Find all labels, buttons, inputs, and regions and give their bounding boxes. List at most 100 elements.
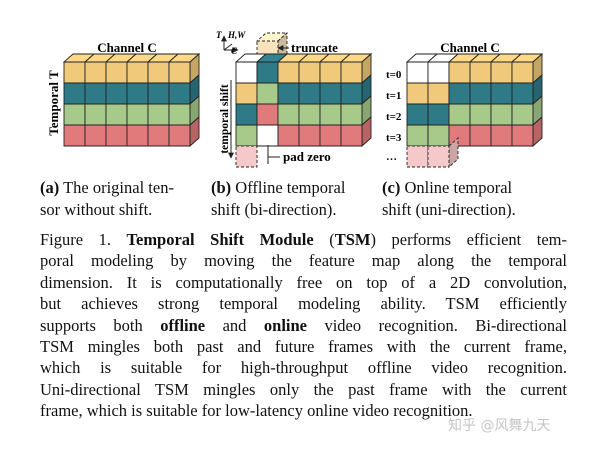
subcaption-c-tag: (c)	[382, 178, 401, 197]
caption-line-6: TSM mingles both past and future frames …	[40, 337, 567, 357]
b-cell-r2-c1-front	[256, 103, 279, 126]
c-cell-r1-c2-front	[448, 82, 471, 105]
panel-b-truncate-label: truncate	[291, 40, 338, 55]
panel-a-channel-label: Channel C	[97, 40, 157, 55]
b-cell-r2-c2-front	[277, 103, 300, 126]
subcaption-a-tag: (a)	[40, 178, 60, 197]
a-cell-r0-c3-front	[126, 61, 149, 84]
a-cell-r2-c2-front	[105, 103, 128, 126]
tsm-figure: Channel C Temporal T T H,W C truncate te…	[46, 30, 544, 169]
b-cell-r1-c5-front	[340, 82, 363, 105]
panel-c-online-shift	[405, 52, 544, 169]
a-cell-r3-c3-front	[126, 124, 149, 147]
caption-paren-open: (	[313, 230, 335, 249]
b-cell-r3-c4-front	[319, 124, 342, 147]
b-cell-r2-c3-front	[298, 103, 321, 126]
time-label-t1: t=1	[386, 90, 401, 102]
b-cell-r2-c4-front	[319, 103, 342, 126]
c-cell-r1-c5-front	[511, 82, 534, 105]
c-cell-r0-c3-front	[469, 61, 492, 84]
c-cell-r3-c5-front	[511, 124, 534, 147]
c-cell-r2-c0-front	[406, 103, 429, 126]
b-cell-r3-c3-front	[298, 124, 321, 147]
subcaption-b-line2: shift (bi-direction).	[211, 200, 337, 219]
a-cell-r2-c0-front	[63, 103, 86, 126]
a-cell-r3-c2-front	[105, 124, 128, 147]
c-cell-r3-c4-front	[490, 124, 513, 147]
time-label-t2: t=2	[386, 111, 402, 123]
panel-b-temporal-shift-label: temporal shift	[219, 84, 231, 153]
subcaption-b: (b) Offline temporal shift (bi-direction…	[211, 177, 379, 221]
panel-c-channel-label: Channel C	[440, 40, 500, 55]
c-cell-r2-c4-front	[490, 103, 513, 126]
c-pad-cell-0-front	[406, 145, 429, 168]
b-cell-r1-c3-front	[298, 82, 321, 105]
b-cell-r2-c0-front	[235, 103, 258, 126]
a-cell-r2-c5-front	[168, 103, 191, 126]
caption-line-1-rest: ) performs efficient tem-	[370, 230, 567, 249]
panel-b-axes-icon	[221, 35, 239, 53]
b-cell-r1-c4-front	[319, 82, 342, 105]
subcaption-a: (a) The original ten- sor without shift.	[40, 177, 208, 221]
a-cell-r1-c1-front	[84, 82, 107, 105]
b-cell-r3-c0-front	[235, 124, 258, 147]
a-cell-r3-c4-front	[147, 124, 170, 147]
c-cell-r2-c3-front	[469, 103, 492, 126]
b-cell-r1-c2-front	[277, 82, 300, 105]
caption-figure-number: Figure 1.	[40, 230, 127, 249]
a-cell-r0-c1-front	[84, 61, 107, 84]
caption-line-2: poral modeling by moving the feature map…	[40, 251, 567, 271]
c-cell-r3-c1-front	[427, 124, 450, 147]
b-cell-r0-c2-front	[277, 61, 300, 84]
a-cell-r1-c2-front	[105, 82, 128, 105]
a-cell-r2-c1-front	[84, 103, 107, 126]
c-cell-r0-c1-front	[427, 61, 450, 84]
caption-line-8: Uni-directional TSM mingles only the pas…	[40, 379, 567, 399]
panel-b-pad-zero-label: pad zero	[283, 149, 331, 164]
b-cell-r3-c1-front	[256, 124, 279, 147]
c-cell-r1-c3-front	[469, 82, 492, 105]
a-cell-r2-c3-front	[126, 103, 149, 126]
panel-a-temporal-label: Temporal T	[46, 70, 61, 136]
b-cell-r1-c1-front	[256, 82, 279, 105]
caption-line-9: frame, which is suitable for low-latency…	[40, 401, 473, 421]
caption-tsm-abbrev: TSM	[334, 230, 371, 249]
a-cell-r0-c0-front	[63, 61, 86, 84]
caption-tsm-name: Temporal Shift Module	[126, 230, 314, 249]
caption-offline-word: offline	[160, 315, 206, 335]
c-cell-r1-c1-front	[427, 82, 450, 105]
caption-online-word: online	[263, 315, 307, 335]
caption-line-5: supports both offline and online video r…	[40, 315, 567, 336]
c-cell-r0-c4-front	[490, 61, 513, 84]
b-cell-r0-c5-front	[340, 61, 363, 84]
zhihu-watermark: 知乎 @风舞九天	[448, 418, 551, 434]
a-cell-r1-c5-front	[168, 82, 191, 105]
a-cell-r1-c4-front	[147, 82, 170, 105]
b-cell-r0-c4-front	[319, 61, 342, 84]
c-cell-r0-c5-front	[511, 61, 534, 84]
caption-line-3: dimension. It is computationally free on…	[40, 272, 567, 292]
a-cell-r3-c0-front	[63, 124, 86, 147]
time-label-t3: t=3	[386, 132, 402, 144]
figure-caption: Figure 1. Temporal Shift Module (TSM) pe…	[40, 229, 567, 422]
c-cell-r3-c2-front	[448, 124, 471, 147]
b-cell-r1-c0-front	[235, 82, 258, 105]
a-cell-r1-c0-front	[63, 82, 86, 105]
time-label-ellipsis: …	[386, 151, 397, 163]
panel-a-original-tensor	[62, 52, 201, 148]
a-cell-r3-c1-front	[84, 124, 107, 147]
a-cell-r1-c3-front	[126, 82, 149, 105]
caption-l5-e: video recognition. Bi-directional	[307, 315, 567, 335]
subcaption-c-line1: Online temporal	[400, 178, 513, 197]
c-cell-r0-c0-front	[406, 61, 429, 84]
subcaption-b-line1: Offline temporal	[231, 178, 346, 197]
subcaption-a-line2: sor without shift.	[40, 200, 153, 219]
b-pad-cell-front	[235, 145, 258, 168]
c-cell-r1-c0-front	[406, 82, 429, 105]
b-cell-r0-c0-front	[235, 61, 258, 84]
b-cell-r3-c5-front	[340, 124, 363, 147]
c-cell-r0-c2-front	[448, 61, 471, 84]
a-cell-r0-c5-front	[168, 61, 191, 84]
caption-l5-a: supports both	[40, 315, 161, 335]
c-cell-r2-c2-front	[448, 103, 471, 126]
